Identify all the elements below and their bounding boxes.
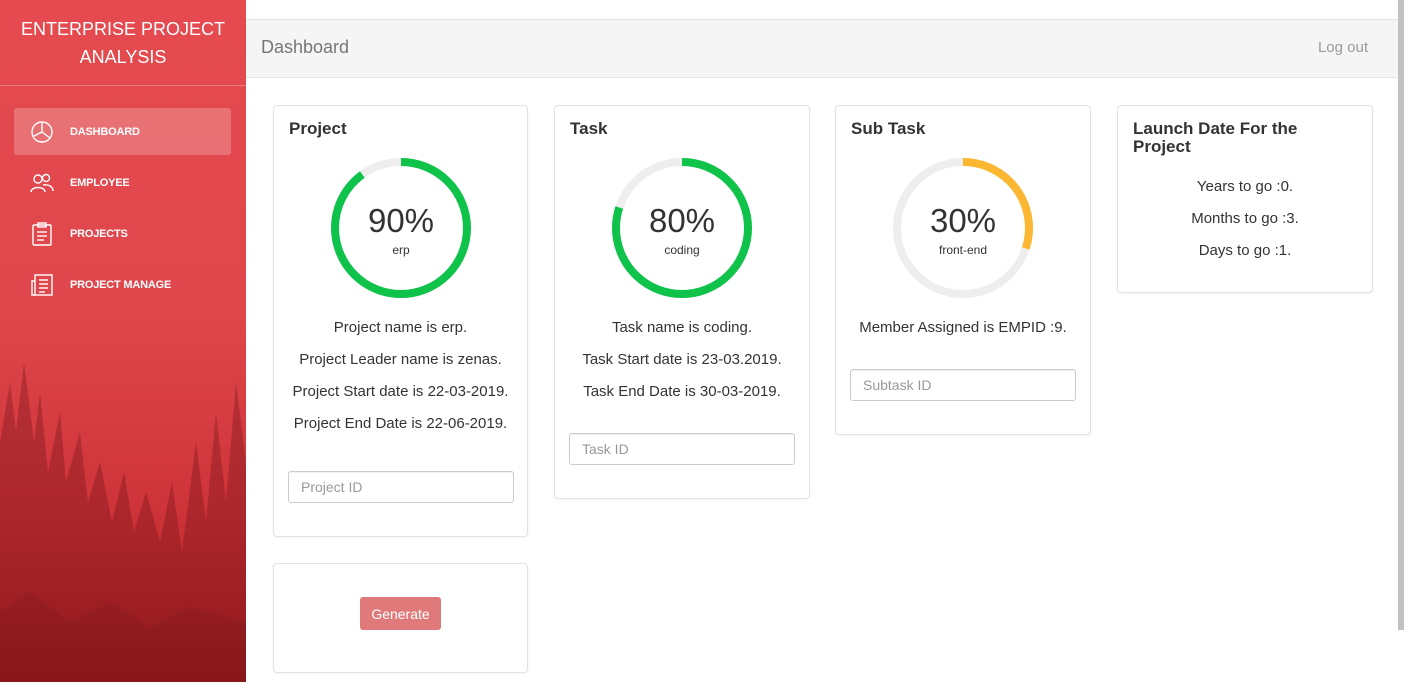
page-scrollbar[interactable]	[1398, 0, 1404, 630]
progress-subtitle: coding	[664, 243, 700, 257]
top-navbar: Dashboard Log out	[246, 19, 1398, 78]
task-card: Task 80% coding Task name is coding. Tas…	[554, 105, 810, 499]
card-title: Project	[289, 119, 347, 138]
sidebar-item-label: PROJECTS	[70, 227, 128, 240]
pie-chart-icon	[28, 120, 56, 144]
months-to-go: Months to go :3.	[1191, 210, 1299, 227]
news-icon	[28, 273, 56, 297]
users-icon	[28, 171, 56, 195]
sidebar-item-employee[interactable]: EMPLOYEE	[14, 159, 231, 206]
clipboard-icon	[28, 221, 56, 246]
years-to-go: Years to go :0.	[1196, 178, 1294, 195]
project-details: Project name is erp. Project Leader name…	[274, 318, 527, 446]
subtask-details: Member Assigned is EMPID :9.	[836, 318, 1090, 350]
card-title: Sub Task	[851, 119, 926, 138]
sidebar-item-dashboard[interactable]: DASHBOARD	[14, 108, 231, 155]
ring-arc	[612, 158, 752, 298]
sidebar-nav: DASHBOARD EMPLOYEE PROJECTS PROJECT MANA…	[0, 86, 246, 308]
detail-line: Project Start date is 22-03-2019.	[292, 383, 509, 400]
progress-percent: 80%	[648, 202, 716, 239]
logout-link[interactable]: Log out	[1317, 39, 1368, 56]
project-id-input[interactable]	[288, 471, 514, 503]
forest-background	[0, 362, 246, 682]
launch-countdown: Years to go :0. Months to go :3. Days to…	[1118, 178, 1372, 274]
detail-line: Member Assigned is EMPID :9.	[859, 319, 1067, 336]
detail-line: Task name is coding.	[611, 319, 753, 336]
progress-ring: 30% front-end	[891, 156, 1035, 300]
sidebar-item-label: EMPLOYEE	[70, 176, 130, 189]
project-card: Project 90% erp Project name is erp. Pro…	[273, 105, 528, 537]
sidebar-item-label: PROJECT MANAGE	[70, 278, 172, 291]
subtask-card: Sub Task 30% front-end Member Assigned i…	[835, 105, 1091, 435]
progress-subtitle: front-end	[938, 243, 988, 257]
ring-arc	[331, 158, 471, 298]
generate-button[interactable]: Generate	[360, 597, 441, 630]
launch-date-card: Launch Date For the Project Years to go …	[1117, 105, 1373, 293]
progress-ring: 80% coding	[610, 156, 754, 300]
task-id-input[interactable]	[569, 433, 795, 465]
detail-line: Task Start date is 23-03.2019.	[582, 351, 782, 368]
detail-line: Task End Date is 30-03-2019.	[583, 383, 781, 400]
task-details: Task name is coding. Task Start date is …	[555, 318, 809, 414]
sidebar-item-project-manage[interactable]: PROJECT MANAGE	[14, 261, 231, 308]
detail-line: Project name is erp.	[333, 319, 468, 336]
progress-percent: 90%	[367, 202, 435, 239]
detail-line: Project Leader name is zenas.	[299, 351, 502, 368]
ring-arc	[893, 158, 1033, 298]
progress-subtitle: erp	[392, 243, 410, 257]
sidebar-item-projects[interactable]: PROJECTS	[14, 210, 231, 257]
progress-ring: 90% erp	[329, 156, 473, 300]
card-title: Launch Date For the Project	[1133, 119, 1298, 156]
sidebar: ENTERPRISE PROJECT ANALYSIS DASHBOARD EM…	[0, 0, 246, 682]
card-title: Task	[570, 119, 608, 138]
brand-title: ENTERPRISE PROJECT ANALYSIS	[0, 0, 246, 86]
days-to-go: Days to go :1.	[1198, 242, 1292, 259]
detail-line: Project End Date is 22-06-2019.	[293, 415, 508, 432]
generate-card: Generate	[273, 563, 528, 673]
subtask-id-input[interactable]	[850, 369, 1076, 401]
page-title: Dashboard	[261, 37, 350, 57]
progress-percent: 30%	[929, 202, 997, 239]
sidebar-item-label: DASHBOARD	[70, 125, 140, 138]
